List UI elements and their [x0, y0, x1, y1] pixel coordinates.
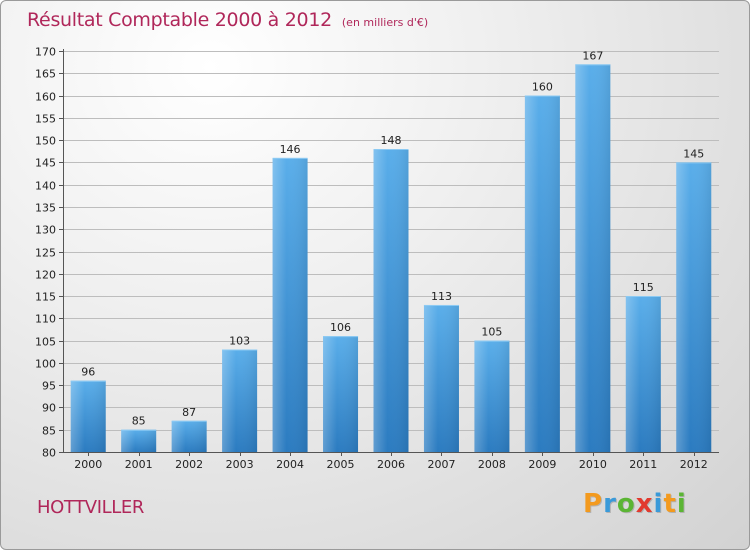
value-label: 96 — [81, 366, 95, 379]
y-tick-label: 130 — [35, 224, 56, 237]
value-label: 105 — [481, 326, 502, 339]
value-label: 148 — [381, 134, 402, 147]
logo-letter: t — [663, 489, 677, 519]
bar-shading — [121, 429, 157, 452]
chart-subtitle: (en milliers d'€) — [341, 16, 429, 29]
y-tick-label: 80 — [42, 447, 56, 460]
value-label: 106 — [330, 321, 351, 334]
value-label: 160 — [532, 81, 553, 94]
bar-shading — [423, 304, 459, 452]
value-label: 167 — [582, 49, 603, 62]
logo-letter: P — [583, 489, 604, 519]
city-name: HOTTVILLER — [37, 497, 144, 518]
logo-letter: o — [616, 489, 636, 519]
y-tick-label: 140 — [35, 180, 56, 193]
bar-shading — [575, 64, 611, 452]
logo-letter: r — [603, 489, 617, 519]
axes: 80 85 90 95 100 105 110 115 120 125 130 135 140 145 15… — [35, 46, 719, 471]
y-tick-label: 105 — [35, 336, 56, 349]
y-tick-label: 170 — [35, 46, 56, 59]
x-tick-label: 2004 — [276, 458, 304, 471]
y-tick-label: 100 — [35, 358, 56, 371]
bar-shading — [171, 420, 207, 452]
value-label: 146 — [280, 143, 301, 156]
chart-title-text: Résultat Comptable 2000 à 2012 — [27, 9, 332, 31]
y-tick-label: 145 — [35, 157, 56, 170]
bar-shading — [474, 340, 510, 452]
x-tick-label: 2008 — [478, 458, 506, 471]
x-tick-label: 2000 — [74, 458, 102, 471]
y-tick-label: 90 — [42, 402, 56, 415]
value-label: 103 — [229, 335, 250, 348]
x-tick-label: 2007 — [427, 458, 455, 471]
value-label: 145 — [683, 147, 704, 160]
value-label: 115 — [633, 281, 654, 294]
x-tick-label: 2002 — [175, 458, 203, 471]
x-tick-label: 2006 — [377, 458, 405, 471]
logo-letter: x — [635, 489, 654, 519]
bar-shading — [676, 162, 712, 452]
bar-shading — [70, 380, 106, 452]
x-tick-label: 2001 — [125, 458, 153, 471]
bars: 96 85 87 103 146 106 148 113 105 160 167 115 145 — [70, 49, 712, 453]
bar-shading — [373, 149, 409, 452]
y-tick-label: 160 — [35, 91, 56, 104]
value-label: 87 — [182, 406, 196, 419]
bar-shading — [625, 296, 661, 452]
y-tick-label: 95 — [42, 380, 56, 393]
y-tick-label: 150 — [35, 135, 56, 148]
x-tick-label: 2012 — [680, 458, 708, 471]
logo-letter: i — [653, 489, 664, 519]
x-tick-label: 2011 — [629, 458, 657, 471]
y-tick-label: 155 — [35, 113, 56, 126]
y-tick-label: 165 — [35, 68, 56, 81]
value-label: 113 — [431, 290, 452, 303]
bar-shading — [272, 157, 308, 452]
y-tick-label: 85 — [42, 425, 56, 438]
chart-title: Résultat Comptable 2000 à 2012 (en millie… — [27, 9, 428, 31]
y-tick-label: 125 — [35, 247, 56, 260]
x-tick-label: 2005 — [327, 458, 355, 471]
y-tick-label: 115 — [35, 291, 56, 304]
bar-shading — [524, 95, 560, 453]
bar-shading — [323, 336, 359, 452]
logo-letter: i — [676, 489, 687, 519]
value-label: 85 — [132, 415, 146, 428]
x-tick-label: 2003 — [226, 458, 254, 471]
x-tick-label: 2010 — [579, 458, 607, 471]
bar-shading — [222, 349, 258, 452]
proxiti-logo: Proxiti — [583, 489, 687, 519]
y-tick-label: 110 — [35, 313, 56, 326]
y-tick-label: 135 — [35, 202, 56, 215]
x-tick-label: 2009 — [528, 458, 556, 471]
y-tick-label: 120 — [35, 269, 56, 282]
